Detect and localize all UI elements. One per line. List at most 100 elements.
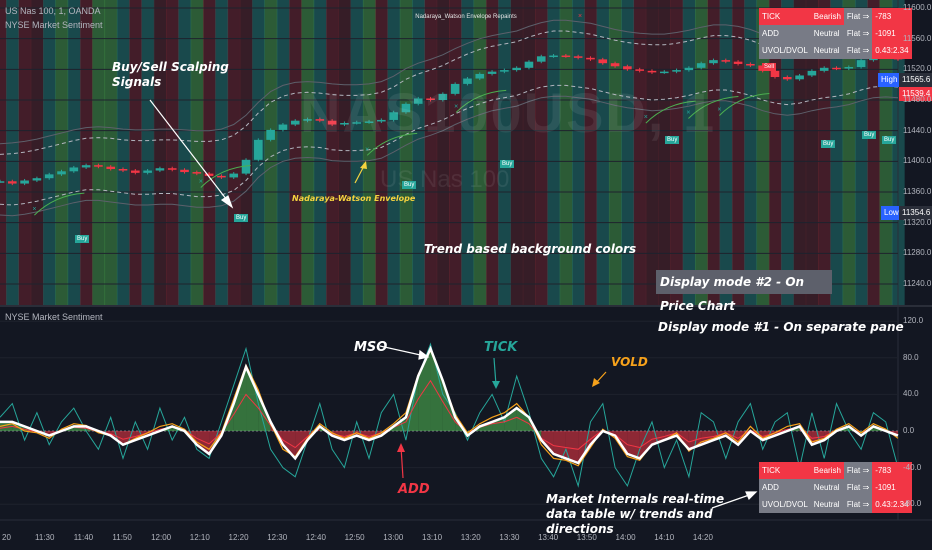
- high-label: High: [878, 73, 901, 87]
- candle-body: [143, 170, 152, 173]
- table-cell-direction: Flat ⇒: [843, 479, 873, 496]
- trend-band: [682, 0, 696, 305]
- candle-body: [426, 98, 435, 100]
- table-cell-direction: Flat ⇒: [843, 462, 873, 479]
- osc-axis-tick: -80.0: [903, 499, 922, 509]
- price-axis-tick: 11520.0: [903, 64, 932, 74]
- trend-band: [510, 0, 524, 305]
- candle-body: [598, 59, 608, 64]
- table-cell-trend: Bearish: [810, 8, 844, 25]
- table-cell-name: UVOL/DVOL: [759, 42, 811, 59]
- candle-body: [536, 56, 546, 62]
- buy-signal: Buy: [75, 235, 90, 243]
- trend-band: [92, 0, 106, 305]
- table-cell-direction: Flat ⇒: [843, 496, 873, 513]
- buy-signal: Buy: [821, 140, 836, 148]
- trend-band: [535, 0, 548, 305]
- envelope-outer-upper-line: [0, 19, 899, 145]
- trend-band: [547, 0, 561, 305]
- candle-body: [672, 70, 681, 72]
- mso-fill-positive: [233, 366, 247, 431]
- trend-band: [264, 0, 278, 305]
- signal-marker: ×: [32, 206, 36, 213]
- signal-marker: ×: [717, 106, 721, 113]
- signals-annotation: Buy/Sell Scalping Signals: [112, 60, 229, 89]
- candle-body: [106, 166, 116, 169]
- trend-band: [239, 0, 253, 305]
- trend-band: [756, 0, 770, 305]
- envelope-upper-line: [0, 30, 899, 155]
- time-axis-tick: 12:50: [344, 533, 365, 542]
- table-cell-trend: Neutral: [810, 25, 844, 42]
- signal-trail-lines: × × × × × × × ×: [32, 13, 770, 216]
- candle-body: [856, 60, 866, 68]
- candle-body: [709, 60, 718, 64]
- candle-body: [44, 174, 54, 179]
- candle-body: [167, 168, 177, 170]
- candle-body: [241, 159, 251, 174]
- buy-trail-line: [645, 100, 696, 124]
- time-axis-tick: 13:00: [383, 533, 404, 542]
- trend-band: [301, 0, 315, 305]
- lower-pane-title[interactable]: NYSE Market Sentiment: [5, 312, 103, 322]
- candle-body: [0, 181, 5, 183]
- trend-band: [461, 0, 475, 305]
- signal-marker: ×: [578, 13, 582, 20]
- trend-band: [818, 0, 831, 305]
- trend-band: [805, 0, 819, 305]
- trend-band: [695, 0, 708, 305]
- table-arrow: [711, 493, 753, 509]
- candle-body: [844, 67, 854, 69]
- symbol-watermark: NAS100USD, 1: [300, 81, 717, 144]
- sell-signal: Sell: [762, 63, 777, 71]
- trend-band: [449, 0, 462, 305]
- candle-body: [696, 63, 706, 68]
- mso-fill-negative: [553, 431, 566, 459]
- mso-fill-positive: [246, 366, 259, 431]
- vold-annotation: VOLD: [611, 355, 648, 369]
- signal-marker: ×: [365, 146, 369, 153]
- trend-band: [166, 0, 179, 305]
- trend-band: [375, 0, 388, 305]
- candle-body: [586, 57, 595, 60]
- time-axis-tick: 12:20: [228, 533, 249, 542]
- trend-band: [719, 0, 733, 305]
- table-cell-value: -1091: [872, 25, 912, 42]
- tick-arrow-head: [492, 381, 500, 389]
- symbol-title[interactable]: US Nas 100, 1, OANDA: [5, 6, 101, 16]
- time-axis-tick: 13:20: [460, 533, 481, 542]
- candle-body: [254, 139, 263, 160]
- time-axis-tick: 14:00: [615, 533, 636, 542]
- signals-arrow: [149, 99, 231, 205]
- trend-band: [362, 0, 376, 305]
- candle-body: [475, 73, 485, 79]
- candle-body: [352, 122, 362, 124]
- candle-body: [94, 165, 103, 167]
- candle-body: [401, 103, 411, 113]
- candle-body: [69, 167, 79, 172]
- time-axis-tick: 11:40: [73, 533, 94, 542]
- indicator-title[interactable]: NYSE Market Sentiment: [5, 20, 103, 30]
- trend-band: [55, 0, 69, 305]
- trend-band: [178, 0, 192, 305]
- table-cell-name: TICK: [759, 8, 811, 25]
- candle-body: [327, 120, 337, 125]
- candle-body: [659, 71, 669, 74]
- price-axis-tick: 11440.0: [903, 125, 932, 135]
- buy-signal: Buy: [862, 131, 877, 139]
- candle-body: [315, 119, 325, 121]
- low-value: 11354.6: [899, 206, 932, 220]
- candle-body: [81, 165, 91, 168]
- trend-band: [399, 0, 413, 305]
- market-table-price-pane: TICK Bearish Flat ⇒ -783 ADD Neutral Fla…: [759, 8, 912, 59]
- price-axis-tick: 11320.0: [903, 217, 932, 227]
- candle-body: [131, 170, 140, 173]
- table-cell-trend: Neutral: [810, 496, 844, 513]
- trend-band: [313, 0, 327, 305]
- osc-axis-tick: -40.0: [903, 462, 922, 472]
- mso-fill-positive: [516, 408, 529, 431]
- signal-marker: ×: [454, 103, 458, 110]
- trend-band: [608, 0, 622, 305]
- osc-axis-tick: 120.0: [903, 316, 924, 326]
- trend-band: [731, 0, 745, 305]
